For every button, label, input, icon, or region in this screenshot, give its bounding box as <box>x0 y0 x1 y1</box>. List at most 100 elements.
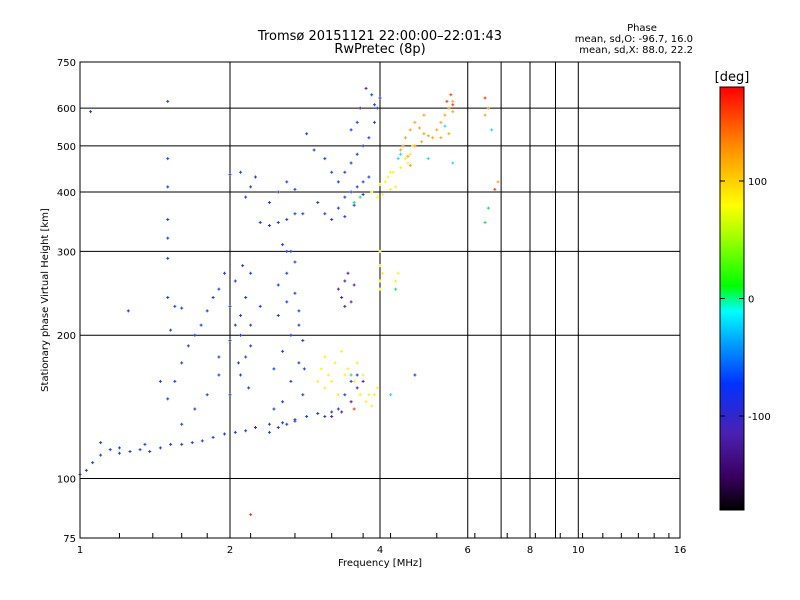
data-point <box>364 86 368 90</box>
grid-lines <box>79 61 681 539</box>
plot-frame <box>79 61 681 539</box>
data-point <box>349 373 353 377</box>
data-point <box>383 180 387 184</box>
data-point <box>358 106 362 110</box>
data-point <box>186 344 190 348</box>
data-point <box>326 373 330 377</box>
data-point <box>223 271 227 275</box>
colorbar-tick-label: 0 <box>748 295 754 306</box>
data-point <box>293 291 297 295</box>
x-tick-label: 16 <box>674 545 687 556</box>
data-point <box>370 404 374 408</box>
chart-title: Tromsø 20151121 22:00:00–22:01:43 <box>257 29 502 44</box>
data-point <box>343 195 347 199</box>
data-point <box>166 236 170 240</box>
colorbar-tick-label: -100 <box>748 412 771 423</box>
data-point <box>381 271 385 275</box>
data-point <box>173 379 177 383</box>
data-point <box>319 367 323 371</box>
data-point <box>276 283 280 287</box>
data-point <box>180 306 184 310</box>
data-point <box>352 379 356 383</box>
data-point <box>394 279 398 283</box>
data-point <box>244 429 248 433</box>
data-point <box>190 441 194 445</box>
data-point <box>289 249 293 253</box>
data-point <box>346 271 350 275</box>
data-point <box>244 355 248 359</box>
data-point <box>389 187 393 191</box>
data-point <box>166 185 170 189</box>
data-point <box>241 264 245 268</box>
data-point <box>281 243 285 247</box>
data-point <box>355 386 359 390</box>
data-point <box>349 161 353 165</box>
data-point <box>343 279 347 283</box>
data-point <box>355 185 359 189</box>
data-point <box>370 93 374 97</box>
data-point <box>293 187 297 191</box>
data-point <box>381 193 385 197</box>
data-point <box>406 161 410 165</box>
data-point <box>447 132 451 136</box>
data-point <box>258 304 262 308</box>
data-point <box>285 180 289 184</box>
data-point <box>352 407 356 411</box>
data-point <box>336 206 340 210</box>
data-point <box>217 373 221 377</box>
data-point <box>272 407 276 411</box>
data-point <box>305 132 309 136</box>
x-tick-label: 10 <box>572 545 585 556</box>
data-point <box>355 120 359 124</box>
data-point <box>378 182 382 186</box>
data-point <box>343 373 347 377</box>
data-point <box>233 430 237 434</box>
data-point <box>166 99 170 103</box>
data-point <box>301 338 305 342</box>
data-point <box>399 148 403 152</box>
data-point <box>361 379 365 383</box>
data-point <box>323 355 327 359</box>
data-point <box>117 446 121 450</box>
data-point <box>249 185 253 189</box>
info-heading: Phase <box>627 23 657 34</box>
data-point <box>236 361 240 365</box>
data-point <box>355 373 359 377</box>
data-point <box>349 190 353 194</box>
data-point <box>228 338 232 342</box>
data-point <box>343 170 347 174</box>
x-ticks: 1 2 4 6 8 10 16 <box>77 533 687 556</box>
data-point <box>373 120 377 124</box>
data-point <box>330 410 334 414</box>
data-point <box>445 99 449 103</box>
data-point <box>396 271 400 275</box>
data-point <box>447 106 451 110</box>
data-point <box>239 314 243 318</box>
data-point <box>443 113 447 117</box>
data-point <box>323 212 327 216</box>
x-tick-label: 4 <box>377 545 383 556</box>
y-axis-label: Stationary phase Virtual Height [km] <box>40 208 51 392</box>
data-point <box>267 201 271 205</box>
data-point <box>426 134 430 138</box>
data-point <box>249 513 253 517</box>
data-point <box>349 400 353 404</box>
data-point <box>408 128 412 132</box>
data-point <box>276 221 280 225</box>
data-point <box>389 170 393 174</box>
y-tick-label: 600 <box>57 104 76 115</box>
data-point <box>399 166 403 170</box>
data-point <box>336 287 340 291</box>
data-point <box>386 175 390 179</box>
data-point <box>166 397 170 401</box>
data-point <box>173 304 177 308</box>
data-point <box>336 393 340 397</box>
data-point <box>138 448 142 452</box>
x-tick-label: 2 <box>227 545 233 556</box>
data-point <box>143 442 147 446</box>
data-point <box>99 453 103 457</box>
data-point <box>316 201 320 205</box>
data-point <box>373 393 377 397</box>
data-point <box>228 173 232 177</box>
